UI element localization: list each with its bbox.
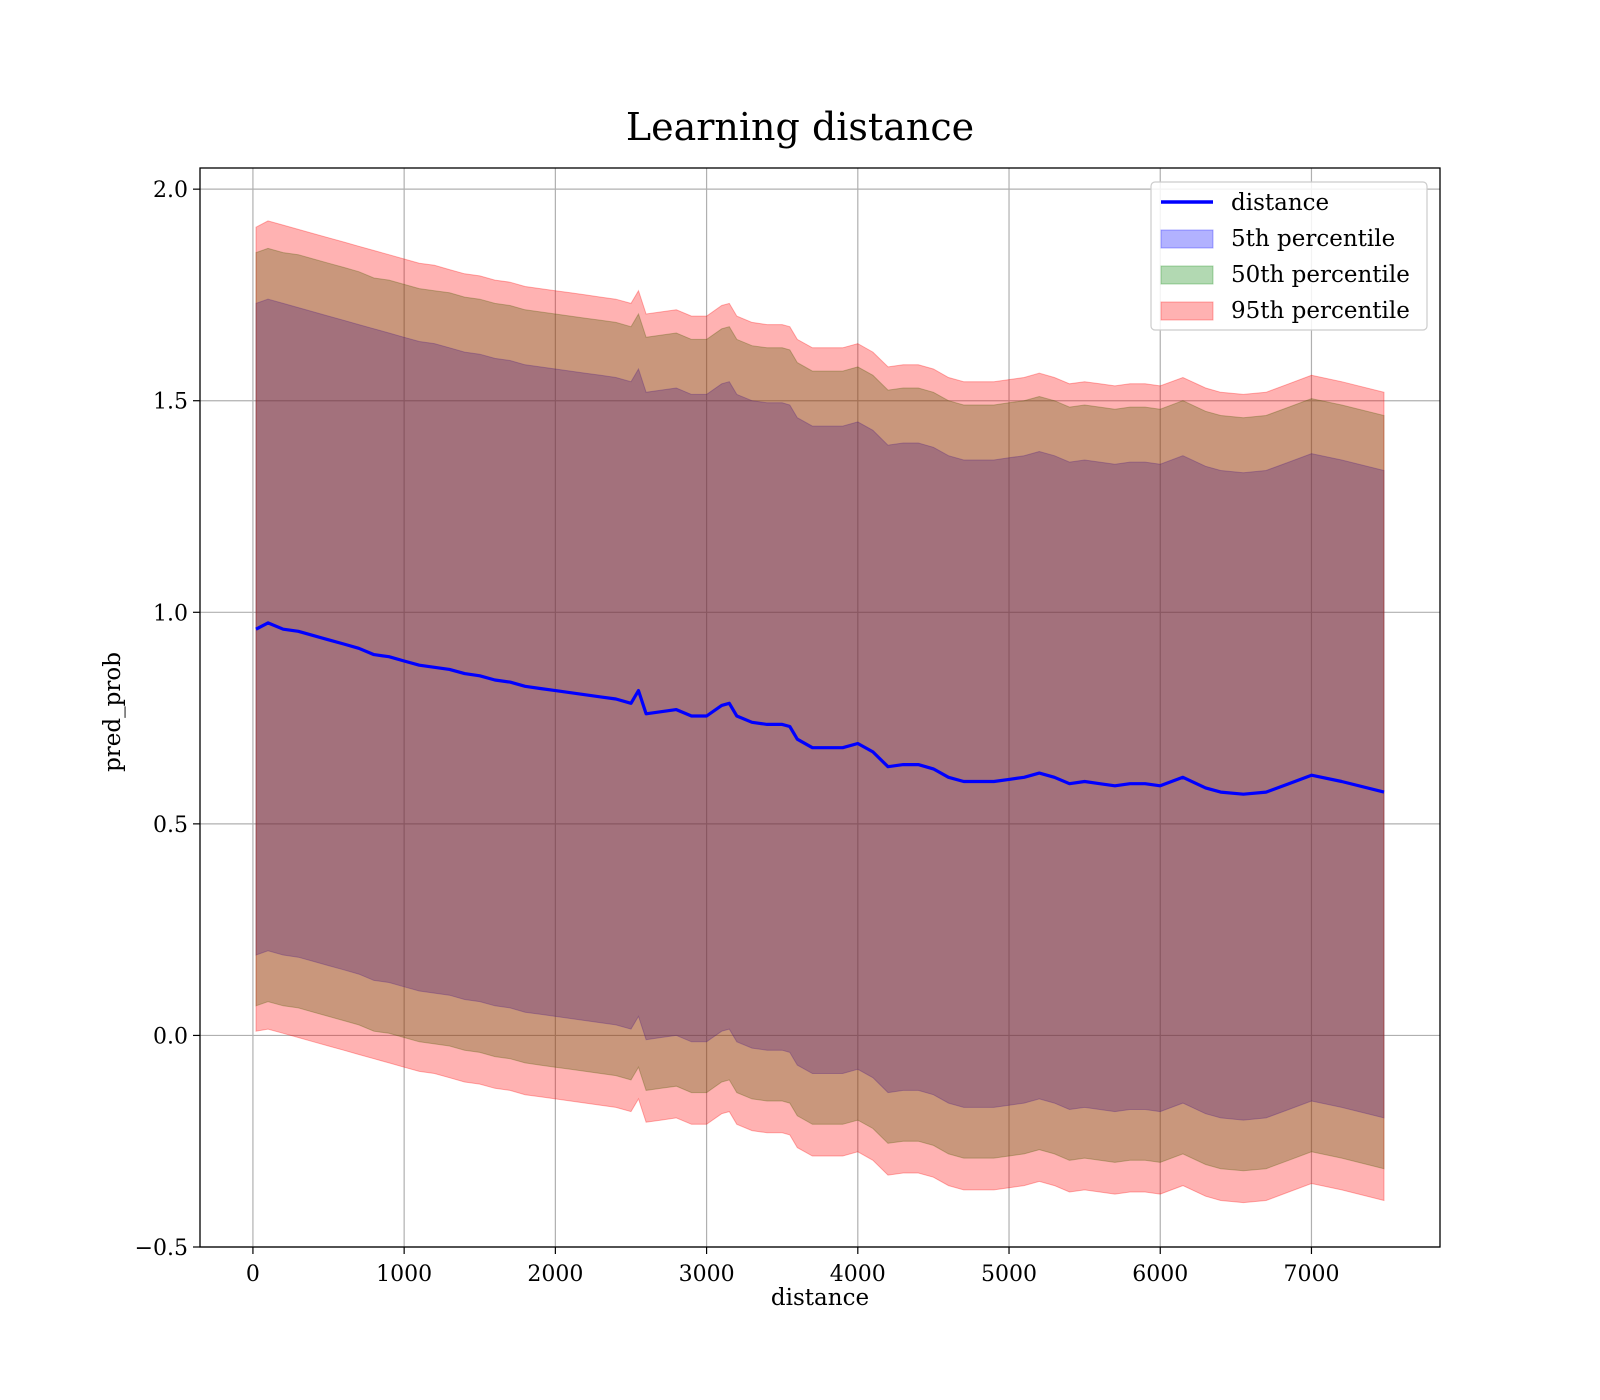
x-tick-label-0: 0 — [246, 1262, 260, 1287]
distance-line-group — [255, 621, 1385, 796]
legend-label-50th-percentile: 50th percentile — [1231, 262, 1410, 288]
x-tick-label-5: 5000 — [981, 1262, 1037, 1287]
x-tick-label-3: 3000 — [679, 1262, 735, 1287]
x-tick-label-2: 2000 — [527, 1262, 583, 1287]
x-axis-ticks: 0 1000 2000 3000 4000 5000 6000 7000 — [246, 1247, 1339, 1287]
x-tick-label-6: 6000 — [1132, 1262, 1188, 1287]
legend-label-distance: distance — [1231, 190, 1329, 216]
axes — [199, 167, 1441, 1248]
plot-area — [200, 168, 1440, 1247]
y-tick-label-1: 0.0 — [153, 1024, 188, 1049]
legend-swatch-5th-percentile — [1160, 229, 1214, 249]
legend-label-5th-percentile: 5th percentile — [1231, 226, 1395, 252]
x-axis-label: distance — [771, 1285, 869, 1311]
distance-line — [255, 621, 1385, 796]
y-tick-label-5: 2.0 — [153, 178, 188, 203]
axes-frame — [199, 167, 1441, 1248]
x-tick-label-4: 4000 — [830, 1262, 886, 1287]
x-tick-label-1: 1000 — [376, 1262, 432, 1287]
y-tick-label-0: −0.5 — [135, 1236, 188, 1261]
y-axis-label: pred_prob — [100, 652, 126, 772]
y-tick-label-4: 1.5 — [153, 390, 188, 415]
band-95th-percentile — [255, 220, 1385, 1204]
chart-title: Learning distance — [626, 105, 974, 149]
legend-swatch-50th-percentile — [1160, 265, 1214, 285]
band-50th-percentile — [255, 247, 1385, 1172]
band-5th-percentile — [255, 298, 1385, 1121]
plot-background — [200, 168, 1440, 1247]
legend-swatch-95th-percentile — [1160, 301, 1214, 321]
legend-label-95th-percentile: 95th percentile — [1231, 298, 1410, 324]
percentile-bands — [255, 220, 1385, 1204]
y-tick-label-2: 0.5 — [153, 813, 188, 838]
x-tick-label-7: 7000 — [1283, 1262, 1339, 1287]
legend-box — [1150, 181, 1428, 331]
y-tick-label-3: 1.0 — [153, 601, 188, 626]
y-axis-ticks: −0.5 0.0 0.5 1.0 1.5 2.0 — [135, 178, 200, 1261]
legend: distance 5th percentile 50th percentile 95t… — [1150, 181, 1428, 331]
